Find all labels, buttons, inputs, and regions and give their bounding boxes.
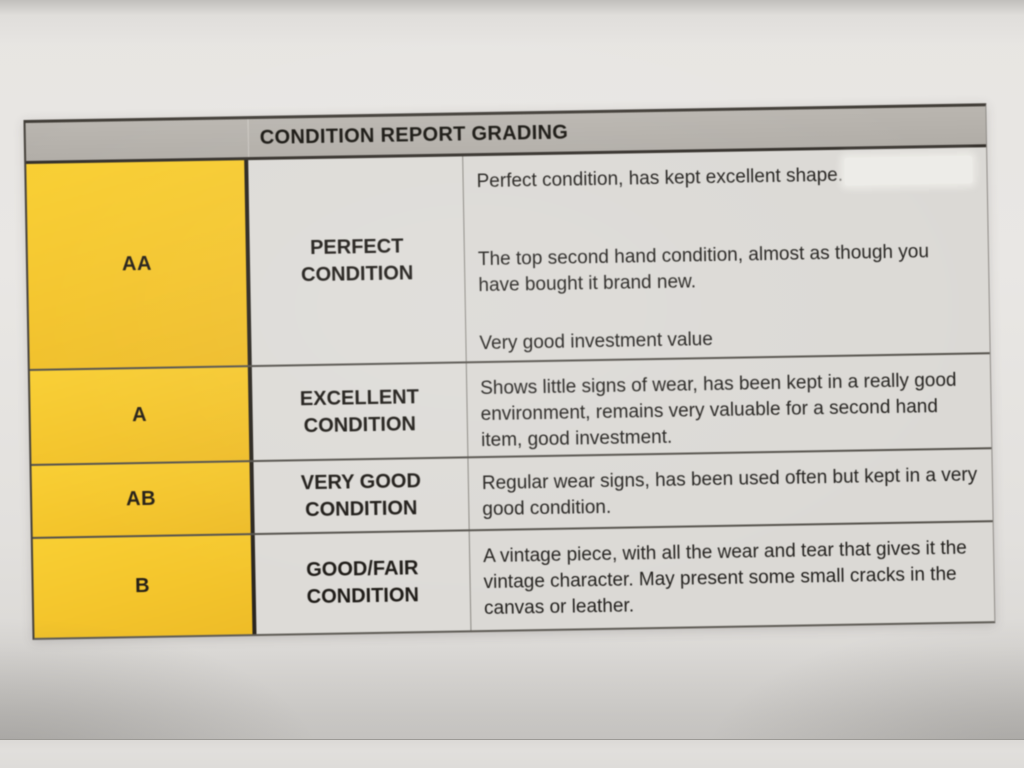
- condition-cell-a: EXCELLENT CONDITION: [251, 363, 469, 461]
- grade-cell-ab: AB: [31, 462, 255, 537]
- grade-label: AB: [125, 487, 157, 511]
- paper-bottom-edge: [0, 739, 1024, 768]
- description-paragraph: Shows little signs of wear, has been kep…: [480, 369, 957, 452]
- table-row: B GOOD/FAIR CONDITION A vintage piece, w…: [32, 522, 995, 638]
- grade-cell-aa: AA: [26, 160, 252, 369]
- description-paragraph: Very good investment value: [479, 329, 714, 355]
- table-row: AA PERFECT CONDITION Perfect condition, …: [26, 147, 990, 371]
- condition-cell-aa: PERFECT CONDITION: [248, 156, 467, 366]
- condition-cell-b: GOOD/FAIR CONDITION: [254, 531, 472, 635]
- description-cell-aa: Perfect condition, has kept excellent sh…: [463, 147, 990, 362]
- condition-label: GOOD/FAIR CONDITION: [306, 556, 420, 608]
- description-paragraph: A vintage piece, with all the wear and t…: [482, 537, 967, 620]
- description-paragraph: Regular wear signs, has been used often …: [481, 464, 978, 521]
- description-cell-a: Shows little signs of wear, has been kep…: [466, 354, 992, 457]
- description-cell-b: A vintage piece, with all the wear and t…: [469, 522, 995, 631]
- grade-cell-a: A: [29, 367, 254, 464]
- condition-label: VERY GOOD CONDITION: [300, 469, 422, 521]
- condition-label: EXCELLENT CONDITION: [299, 385, 419, 437]
- table-title: CONDITION REPORT GRADING: [259, 121, 569, 149]
- condition-label: PERFECT CONDITION: [300, 234, 414, 286]
- grading-table: CONDITION REPORT GRADING AA PERFECT COND…: [23, 103, 996, 640]
- grade-label: AA: [121, 252, 153, 276]
- grade-label: B: [134, 574, 151, 598]
- description-paragraph: The top second hand condition, almost as…: [477, 241, 930, 297]
- whiteout-patch: [844, 155, 973, 186]
- grade-cell-b: B: [32, 535, 257, 638]
- grade-label: A: [131, 403, 148, 427]
- condition-cell-ab: VERY GOOD CONDITION: [253, 458, 470, 534]
- table-row: A EXCELLENT CONDITION Shows little signs…: [29, 354, 992, 466]
- description-cell-ab: Regular wear signs, has been used often …: [468, 449, 993, 530]
